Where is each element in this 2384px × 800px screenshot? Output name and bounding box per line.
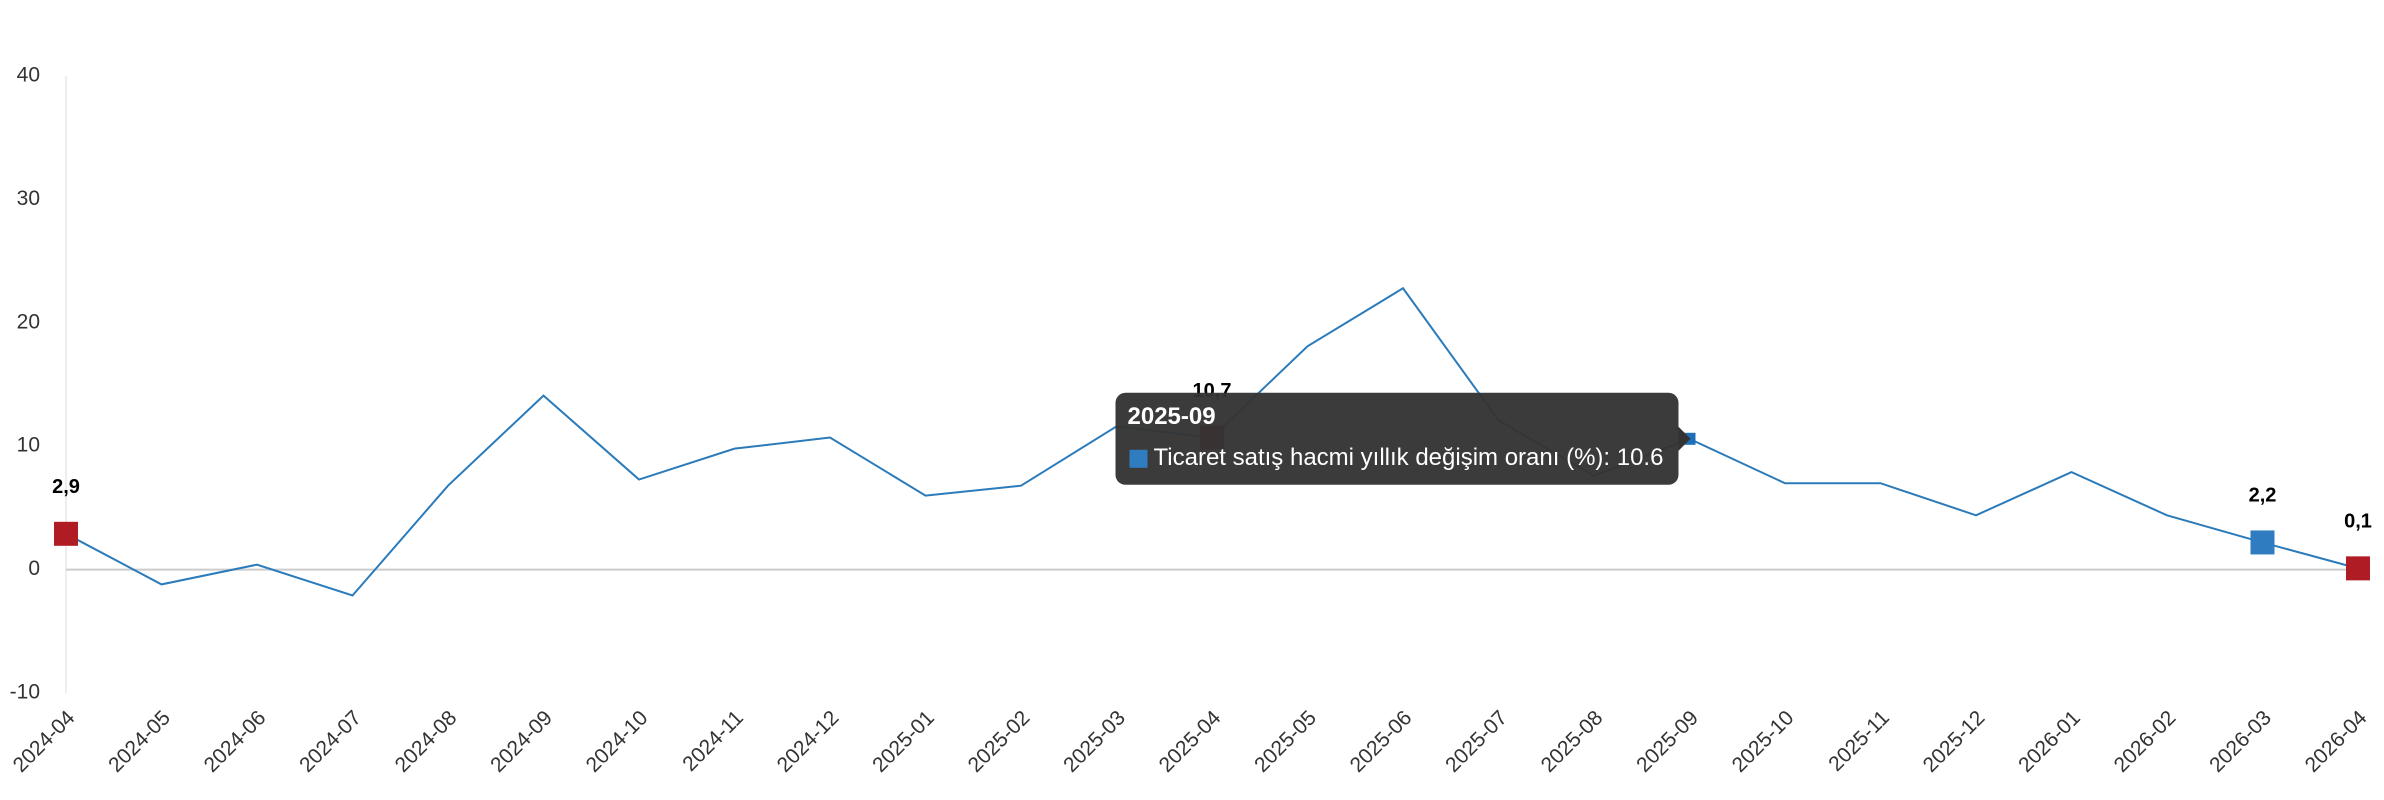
x-tick-label: 2025-10 (1728, 706, 1799, 777)
x-tick-label: 2025-02 (964, 706, 1035, 777)
x-tick-label: 2024-05 (104, 706, 175, 777)
tooltip-box (1115, 392, 1679, 485)
value-label: 2,9 (52, 476, 80, 498)
marker (54, 521, 78, 546)
tooltip: 2025-09 Ticaret satış hacmi yıllık değişi… (1115, 392, 1691, 485)
value-label: 2,2 (2249, 485, 2277, 507)
y-tick-label: 30 (17, 187, 40, 210)
x-tick-label: 2024-09 (486, 706, 557, 777)
y-tick-label: -10 (10, 681, 40, 704)
x-tick-label: 2024-12 (773, 706, 844, 777)
y-tick-label: 20 (17, 310, 40, 333)
tooltip-title: 2025-09 (1128, 403, 1216, 430)
x-tick-label: 2026-01 (2014, 706, 2085, 777)
x-tick-label: 2026-04 (2301, 706, 2372, 777)
value-label: 0,1 (2344, 511, 2372, 533)
x-tick-label: 2025-11 (1824, 706, 1894, 776)
tooltip-text: Ticaret satış hacmi yıllık değişim oranı… (1154, 444, 1664, 471)
x-tick-label: 2025-12 (1919, 706, 1990, 777)
x-tick-label: 2024-06 (200, 706, 271, 777)
x-tick-label: 2024-08 (391, 706, 462, 777)
x-tick-label: 2025-05 (1250, 706, 1321, 777)
x-tick-label: 2025-03 (1059, 706, 1130, 777)
x-tick-label: 2024-04 (9, 706, 80, 777)
marker (2346, 556, 2370, 581)
x-tick-label: 2024-10 (582, 706, 653, 777)
x-tick-label: 2025-06 (1346, 706, 1417, 777)
x-tick-label: 2024-07 (295, 706, 366, 777)
x-tick-label: 2025-07 (1441, 706, 1512, 777)
y-tick-label: 0 (28, 557, 40, 580)
x-tick-label: 2024-11 (678, 706, 748, 776)
x-tick-label: 2026-03 (2205, 706, 2276, 777)
x-tick-label: 2025-09 (1632, 706, 1703, 777)
x-tick-label: 2026-02 (2110, 706, 2181, 777)
x-tick-label: 2025-01 (868, 706, 939, 777)
tooltip-swatch (1129, 449, 1148, 468)
x-tick-label: 2025-08 (1537, 706, 1608, 777)
marker (2250, 530, 2275, 555)
y-tick-label: 10 (17, 434, 40, 457)
tooltip-arrow (1678, 426, 1691, 451)
x-tick-label: 2025-04 (1155, 706, 1226, 777)
y-tick-label: 40 (17, 64, 40, 87)
